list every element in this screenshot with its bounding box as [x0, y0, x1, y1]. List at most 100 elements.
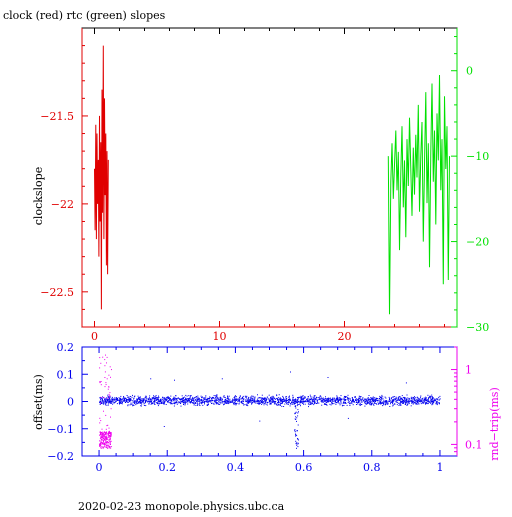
offset-point: [338, 399, 340, 401]
offset-point: [150, 400, 152, 402]
offset-point: [198, 400, 200, 402]
offset-point: [197, 399, 199, 400]
offset-point: [261, 397, 263, 399]
offset-point: [184, 402, 186, 404]
offset-point: [365, 402, 367, 404]
offset-point: [158, 395, 159, 397]
offset-point: [226, 401, 228, 403]
offset-point: [293, 401, 295, 403]
bottom-y-tick-label-right: 1: [465, 364, 472, 377]
offset-point: [423, 400, 425, 402]
offset-point: [427, 399, 429, 400]
offset-point: [183, 401, 185, 403]
offset-point: [366, 403, 368, 404]
offset-point: [355, 396, 356, 398]
offset-point: [392, 404, 394, 406]
roundtrip-point: [108, 393, 110, 395]
offset-point: [327, 397, 329, 399]
roundtrip-point: [103, 433, 105, 435]
offset-point: [124, 398, 125, 400]
roundtrip-point: [99, 443, 101, 445]
offset-point: [279, 399, 281, 401]
offset-point: [129, 398, 131, 400]
roundtrip-point: [109, 446, 111, 448]
roundtrip-point: [102, 443, 104, 445]
roundtrip-point: [100, 362, 102, 364]
offset-point: [414, 398, 415, 400]
offset-point: [252, 398, 254, 400]
offset-point: [285, 401, 287, 403]
offset-point: [126, 399, 128, 401]
offset-point: [335, 403, 337, 405]
offset-point: [349, 403, 351, 405]
offset-point: [199, 399, 201, 401]
offset-point: [169, 402, 171, 404]
offset-point: [238, 397, 240, 399]
offset-point: [190, 401, 192, 403]
offset-point: [340, 401, 342, 403]
offset-point: [242, 395, 244, 397]
offset-point: [420, 403, 422, 405]
offset-point: [379, 401, 381, 403]
offset-point: [133, 398, 135, 400]
offset-point: [325, 396, 326, 398]
offset-point: [227, 400, 229, 402]
offset-point: [401, 398, 402, 399]
offset-point: [139, 399, 141, 401]
offset-point: [100, 400, 102, 402]
offset-point: [175, 399, 177, 401]
offset-point: [165, 404, 167, 405]
offset-point: [231, 400, 233, 402]
offset-point: [318, 398, 320, 400]
offset-point: [338, 398, 340, 400]
offset-point: [374, 399, 376, 401]
offset-point: [197, 399, 199, 401]
offset-point: [334, 397, 335, 399]
offset-point: [155, 396, 157, 398]
offset-point: [297, 400, 299, 402]
offset-point: [236, 399, 238, 401]
offset-point: [111, 400, 113, 401]
offset-point: [99, 401, 101, 403]
offset-point: [306, 401, 308, 403]
offset-point: [405, 398, 407, 400]
roundtrip-point: [107, 445, 109, 447]
offset-point: [397, 397, 399, 399]
offset-point: [403, 401, 405, 403]
offset-point: [432, 397, 433, 399]
offset-point: [127, 399, 129, 401]
offset-point: [186, 399, 188, 401]
offset-point: [304, 403, 306, 405]
offset-point: [326, 399, 328, 401]
offset-point: [160, 400, 162, 402]
offset-point: [431, 403, 433, 405]
offset-point: [180, 401, 182, 403]
roundtrip-point: [100, 434, 102, 435]
offset-point: [172, 398, 173, 400]
offset-point: [273, 401, 275, 403]
offset-point: [143, 399, 145, 401]
offset-point: [212, 396, 213, 398]
offset-point: [185, 394, 187, 396]
offset-point: [321, 401, 323, 403]
offset-point: [175, 398, 177, 399]
offset-point: [428, 401, 430, 403]
offset-point: [336, 397, 338, 399]
offset-point: [197, 397, 199, 399]
offset-point: [225, 399, 226, 400]
offset-point: [99, 401, 101, 403]
offset-point: [242, 403, 244, 404]
offset-point: [209, 397, 210, 399]
offset-point: [214, 401, 216, 402]
roundtrip-point: [109, 438, 111, 440]
offset-point: [352, 401, 354, 403]
offset-point: [266, 401, 268, 403]
offset-point: [342, 404, 344, 406]
offset-point: [139, 402, 141, 403]
offset-point: [435, 402, 437, 404]
offset-point: [138, 398, 140, 399]
offset-point: [188, 399, 189, 401]
offset-point: [274, 401, 276, 403]
offset-point: [145, 401, 146, 403]
roundtrip-point: [106, 438, 108, 439]
